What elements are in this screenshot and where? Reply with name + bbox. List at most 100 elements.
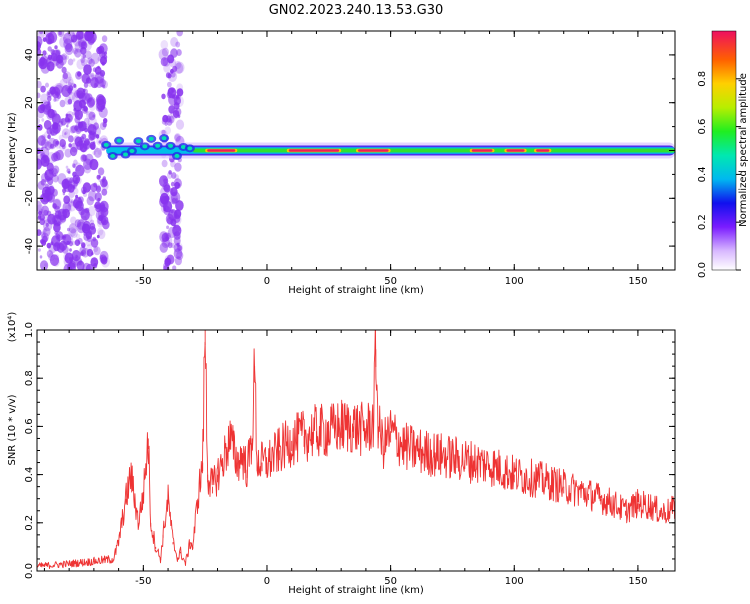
noise-speckle xyxy=(93,246,99,253)
noise-speckle xyxy=(74,109,84,121)
noise-speckle xyxy=(43,214,52,225)
noise-speckle xyxy=(43,228,47,233)
noise-speckle xyxy=(175,200,184,211)
noise-speckle xyxy=(37,200,42,212)
noise-speckle xyxy=(92,67,97,72)
noise-speckle xyxy=(80,58,88,67)
noise-speckle xyxy=(52,199,61,210)
noise-speckle xyxy=(66,168,71,174)
ridge-blob-core xyxy=(110,153,116,158)
noise-speckle xyxy=(69,146,78,157)
y-tick-label: 1.0 xyxy=(24,322,35,338)
noise-speckle xyxy=(74,48,82,58)
noise-speckle xyxy=(102,220,110,230)
noise-speckle xyxy=(45,82,49,88)
noise-speckle xyxy=(40,85,46,93)
noise-speckle xyxy=(37,31,46,39)
noise-speckle xyxy=(173,214,181,223)
noise-speckle xyxy=(78,39,87,50)
ridge-peak-core xyxy=(288,149,340,152)
noise-speckle xyxy=(86,244,93,253)
noise-speckle xyxy=(72,164,76,168)
noise-speckle xyxy=(85,263,94,270)
noise-speckle xyxy=(81,41,85,47)
noise-speckle xyxy=(93,122,99,130)
noise-speckle xyxy=(165,232,171,240)
noise-speckle xyxy=(52,172,57,177)
x-tick-label: 100 xyxy=(505,276,524,287)
noise-speckle xyxy=(70,200,73,204)
noise-speckle xyxy=(40,231,46,238)
noise-speckle xyxy=(86,123,95,134)
noise-speckle xyxy=(61,128,71,139)
noise-speckle xyxy=(57,212,67,225)
noise-speckle xyxy=(176,88,184,97)
noise-speckle xyxy=(87,31,97,44)
noise-speckle xyxy=(46,250,54,258)
noise-speckle xyxy=(62,188,67,194)
noise-speckle xyxy=(62,216,67,221)
noise-speckle xyxy=(163,207,167,211)
noise-speckle xyxy=(62,72,68,80)
noise-speckle xyxy=(37,229,42,236)
noise-speckle xyxy=(80,46,87,55)
noise-speckle xyxy=(66,124,69,128)
colorbar-gradient xyxy=(712,31,736,270)
noise-speckle xyxy=(95,185,102,193)
noise-speckle xyxy=(63,195,71,204)
noise-speckle xyxy=(67,87,73,94)
noise-speckle xyxy=(85,111,89,116)
spectrogram-plot-area xyxy=(37,31,675,270)
noise-speckle xyxy=(97,106,102,112)
noise-speckle xyxy=(67,98,73,105)
noise-speckle xyxy=(66,120,70,125)
noise-speckle xyxy=(65,43,73,53)
noise-speckle xyxy=(41,118,45,122)
noise-speckle xyxy=(170,37,179,47)
noise-speckle xyxy=(174,134,181,142)
noise-speckle xyxy=(87,37,95,46)
noise-speckle xyxy=(170,209,174,214)
noise-speckle xyxy=(100,204,106,211)
noise-speckle xyxy=(69,179,78,190)
ridge-peak-core xyxy=(358,149,389,152)
noise-speckle xyxy=(84,138,90,146)
noise-speckle xyxy=(88,58,95,67)
noise-speckle xyxy=(72,111,76,116)
x-tick-label: 100 xyxy=(505,576,524,587)
noise-speckle xyxy=(89,73,93,78)
colorbar: 0.0 0.2 0.4 0.6 0.8 Normalized spectral ampl… xyxy=(697,30,749,278)
noise-speckle xyxy=(93,258,96,262)
y-tick-label: 0.0 xyxy=(24,563,35,579)
noise-speckle xyxy=(173,224,177,229)
noise-speckle xyxy=(172,94,176,99)
noise-speckle xyxy=(101,61,105,66)
noise-speckle xyxy=(59,142,67,152)
noise-speckle xyxy=(166,225,170,230)
noise-speckle xyxy=(69,177,74,184)
ridge-peak-core xyxy=(207,149,236,152)
noise-speckle xyxy=(81,105,89,114)
noise-speckle xyxy=(83,158,93,170)
noise-speckle xyxy=(170,181,175,187)
noise-speckle xyxy=(37,41,41,51)
ridge-blob-core xyxy=(148,136,154,141)
noise-speckle xyxy=(58,31,62,36)
noise-speckle xyxy=(68,223,77,234)
noise-speckle xyxy=(77,237,83,245)
noise-speckle xyxy=(54,141,62,149)
noise-speckle xyxy=(68,92,76,101)
snr-trace xyxy=(37,330,675,570)
noise-speckle xyxy=(91,74,95,78)
ridge-blob-core xyxy=(168,143,174,148)
noise-speckle xyxy=(60,118,67,126)
noise-speckle xyxy=(173,96,181,106)
noise-speckle xyxy=(176,251,184,261)
noise-speckle xyxy=(76,219,86,230)
noise-speckle xyxy=(73,83,77,88)
snr-frame xyxy=(36,329,676,572)
noise-speckle xyxy=(164,257,171,267)
noise-speckle xyxy=(87,137,95,147)
snr-y-label: SNR (10 * v/v) xyxy=(7,394,18,465)
noise-speckle xyxy=(84,107,88,112)
